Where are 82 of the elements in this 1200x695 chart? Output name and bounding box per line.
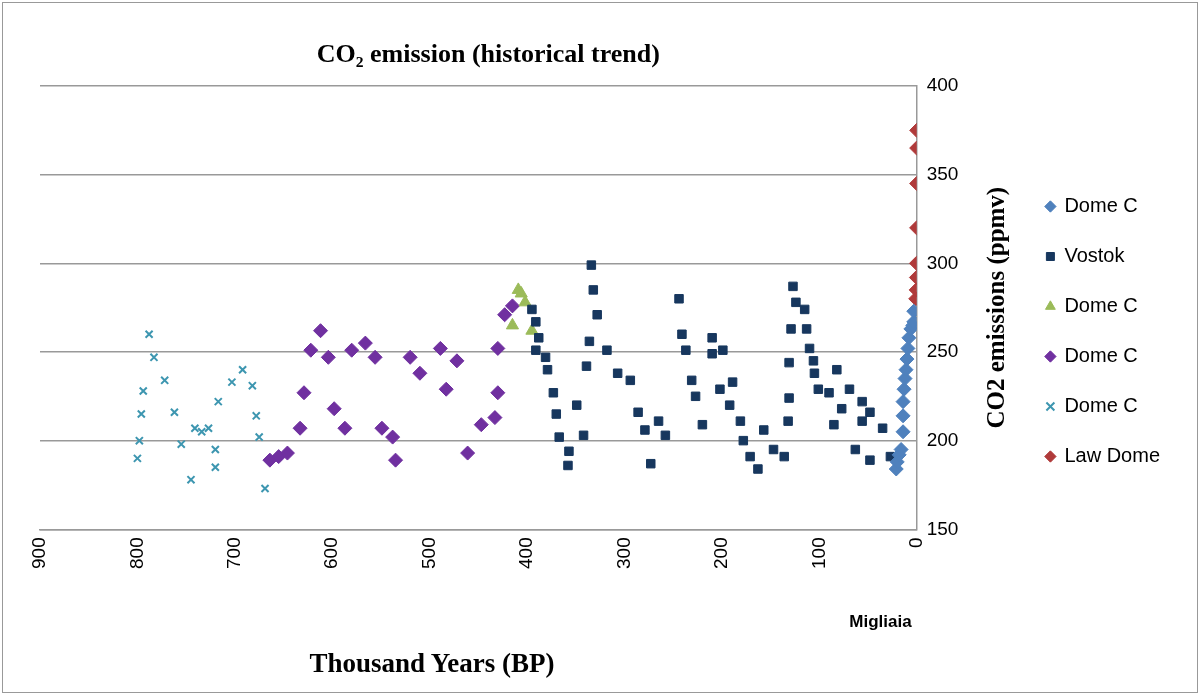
point: [899, 351, 915, 367]
point: [134, 436, 144, 446]
point: [251, 411, 261, 421]
point: [197, 427, 207, 437]
point: [412, 365, 428, 381]
x-tick-label: 500: [417, 537, 439, 569]
chart-title: CO₂ emission (historical trend): [316, 39, 660, 68]
point: [132, 453, 142, 463]
point: [313, 323, 329, 339]
point: [190, 423, 200, 433]
point: [203, 423, 214, 433]
x-tick-label: 600: [320, 537, 342, 569]
y-tick-label: 300: [926, 251, 959, 273]
legend-label: Dome C: [1064, 344, 1138, 367]
point: [896, 381, 912, 397]
point: [149, 352, 159, 362]
point: [210, 444, 220, 455]
point: [303, 342, 319, 358]
x-tick-label: 700: [223, 537, 245, 569]
point: [326, 401, 342, 417]
point: [210, 462, 220, 472]
legend-label: Dome C: [1064, 394, 1138, 417]
point: [385, 429, 401, 445]
point: [279, 445, 295, 461]
y-tick-label: 350: [926, 162, 959, 184]
x-tick-label: 100: [807, 537, 829, 569]
point: [227, 377, 237, 387]
point: [487, 410, 503, 426]
point: [895, 408, 911, 424]
point: [320, 349, 336, 365]
point: [514, 285, 528, 298]
point: [138, 386, 148, 396]
y-tick-label: 400: [926, 74, 959, 96]
point: [438, 381, 454, 397]
x-tick-label: 200: [710, 537, 732, 569]
point: [238, 365, 248, 375]
legend-label: Vostok: [1064, 244, 1126, 267]
point: [497, 307, 513, 323]
point: [490, 340, 506, 356]
point: [186, 475, 196, 485]
legend-label: Dome C: [1064, 294, 1138, 317]
point: [504, 298, 520, 314]
x-tick-label: 900: [28, 537, 50, 569]
x-axis-title: Thousand Years (BP): [309, 648, 555, 678]
legend-label: Dome C: [1064, 194, 1138, 217]
point: [432, 340, 448, 356]
point: [895, 394, 911, 410]
point: [213, 397, 223, 407]
x-tick-label: 800: [125, 537, 147, 569]
point: [144, 329, 154, 339]
y-axis-title: CO2 emissions (ppmv): [982, 186, 1011, 429]
x-tick-label: 300: [612, 537, 634, 569]
point: [473, 417, 489, 433]
point: [292, 420, 308, 436]
point: [402, 349, 418, 365]
point: [374, 420, 390, 436]
text: Migliaia: [849, 612, 913, 631]
point: [357, 335, 373, 351]
x-tick-label: 0: [904, 537, 926, 548]
point: [247, 381, 257, 391]
point: [490, 385, 506, 401]
point: [169, 407, 179, 417]
point: [176, 439, 186, 449]
point: [160, 375, 170, 385]
point: [895, 424, 911, 440]
y-tick-label: 150: [926, 517, 959, 539]
point: [344, 342, 360, 358]
y-tick-label: 200: [926, 428, 959, 450]
point: [449, 353, 465, 369]
y-tick-label: 250: [926, 340, 959, 362]
legend-label: Law Dome: [1064, 444, 1161, 467]
point: [460, 445, 476, 461]
point: [337, 420, 353, 436]
point: [900, 340, 916, 356]
point: [136, 409, 146, 419]
point: [296, 385, 312, 401]
point: [505, 317, 520, 330]
point: [388, 452, 404, 468]
point: [367, 349, 383, 365]
point: [254, 432, 264, 442]
x-tick-label: 400: [515, 537, 537, 569]
point: [260, 483, 270, 494]
